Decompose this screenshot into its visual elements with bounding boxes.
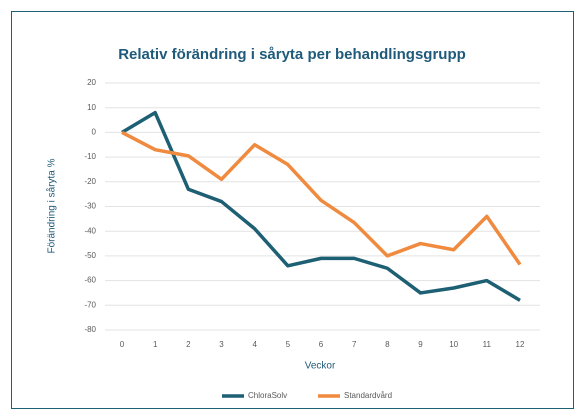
x-tick-label: 12	[516, 340, 525, 349]
chart-title: Relativ förändring i såryta per behandli…	[118, 46, 466, 63]
y-tick-label: -60	[84, 276, 96, 285]
x-tick-label: 0	[120, 340, 125, 349]
y-tick-label: -70	[84, 300, 96, 309]
y-tick-label: 20	[87, 78, 96, 87]
x-tick-label: 11	[483, 340, 492, 349]
y-tick-label: -50	[84, 251, 96, 260]
x-tick-label: 1	[153, 340, 158, 349]
x-tick-label: 9	[418, 340, 423, 349]
legend-label: ChloraSolv	[248, 391, 287, 400]
x-tick-label: 6	[319, 340, 324, 349]
y-tick-label: 0	[92, 128, 97, 137]
y-tick-label: -10	[84, 152, 96, 161]
chart-frame	[11, 11, 574, 409]
x-tick-label: 3	[219, 340, 224, 349]
y-tick-label: -40	[84, 226, 96, 235]
legend-label: Standardvård	[344, 391, 392, 400]
x-tick-label: 10	[449, 340, 458, 349]
line-series	[121, 130, 522, 266]
x-axis-label: Veckor	[305, 361, 336, 372]
y-tick-label: -80	[84, 325, 96, 334]
y-axis-label: Förändring i såryta %	[46, 158, 58, 253]
x-tick-label: 2	[186, 340, 191, 349]
y-tick-label: -30	[84, 202, 96, 211]
y-tick-label: -20	[84, 177, 96, 186]
x-tick-label: 4	[252, 340, 257, 349]
x-tick-label: 7	[352, 340, 357, 349]
x-tick-label: 5	[286, 340, 291, 349]
y-tick-label: 10	[87, 103, 96, 112]
line-series	[121, 110, 521, 302]
x-tick-label: 8	[385, 340, 390, 349]
